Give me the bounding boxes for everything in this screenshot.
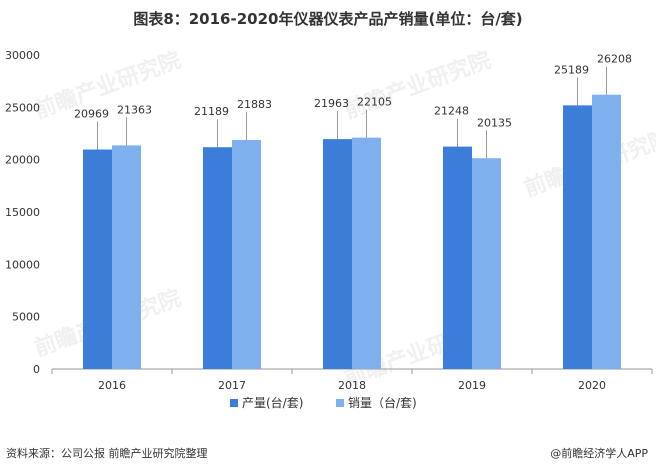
watermark-text: 前瞻产业研究院 [341,47,495,124]
data-label: 21248 [434,105,469,118]
y-tick-label: 30000 [5,49,40,62]
data-label: 21883 [237,98,272,111]
data-label: 20969 [74,108,109,121]
chart-title: 图表8：2016-2020年仪器仪表产品产销量(单位：台/套) [133,10,523,28]
x-tick-label: 2017 [218,379,246,392]
legend-swatch-production [230,399,238,407]
y-tick-label: 25000 [5,101,40,114]
x-tick-label: 2019 [458,379,486,392]
x-tick-label: 2016 [98,379,126,392]
bar-production [203,147,232,369]
bar-production [323,139,352,369]
bar-sales [352,137,381,369]
y-tick-label: 10000 [5,258,40,271]
y-tick-label: 15000 [5,206,40,219]
data-label: 21963 [314,97,349,110]
x-axis: 2016 2017 2018 2019 2020 [51,368,653,392]
data-label: 22105 [357,96,392,109]
bar-sales [112,145,141,369]
bars [83,94,621,369]
bar-production [83,149,112,369]
data-label: 25189 [554,63,589,76]
bar-sales [592,94,621,369]
data-labels: 20969 21363 21189 21883 21963 22105 21248 20135… [74,53,632,159]
x-tick-label: 2020 [578,379,606,392]
legend: 产量(台/套) 销量（台/套) [230,395,417,410]
brand-note: @前瞻经济学人APP [550,447,648,460]
data-label: 21363 [117,103,152,116]
source-note: 资料来源：公司公报 前瞻产业研究院整理 [6,447,208,460]
legend-label-production: 产量(台/套) [242,395,303,410]
y-tick-label: 5000 [12,311,40,324]
legend-label-sales: 销量（台/套) [348,395,417,410]
bar-production [563,105,592,369]
data-label: 20135 [477,116,512,129]
x-tick-label: 2018 [338,379,366,392]
y-tick-label: 0 [33,363,40,376]
y-axis: 0 5000 10000 15000 20000 25000 30000 [5,49,40,376]
bar-sales [472,158,501,369]
data-label: 21189 [194,105,229,118]
bar-sales [232,139,261,369]
bar-production [443,146,472,369]
data-label: 26208 [597,53,632,66]
y-tick-label: 20000 [5,154,40,167]
legend-swatch-sales [336,399,344,407]
